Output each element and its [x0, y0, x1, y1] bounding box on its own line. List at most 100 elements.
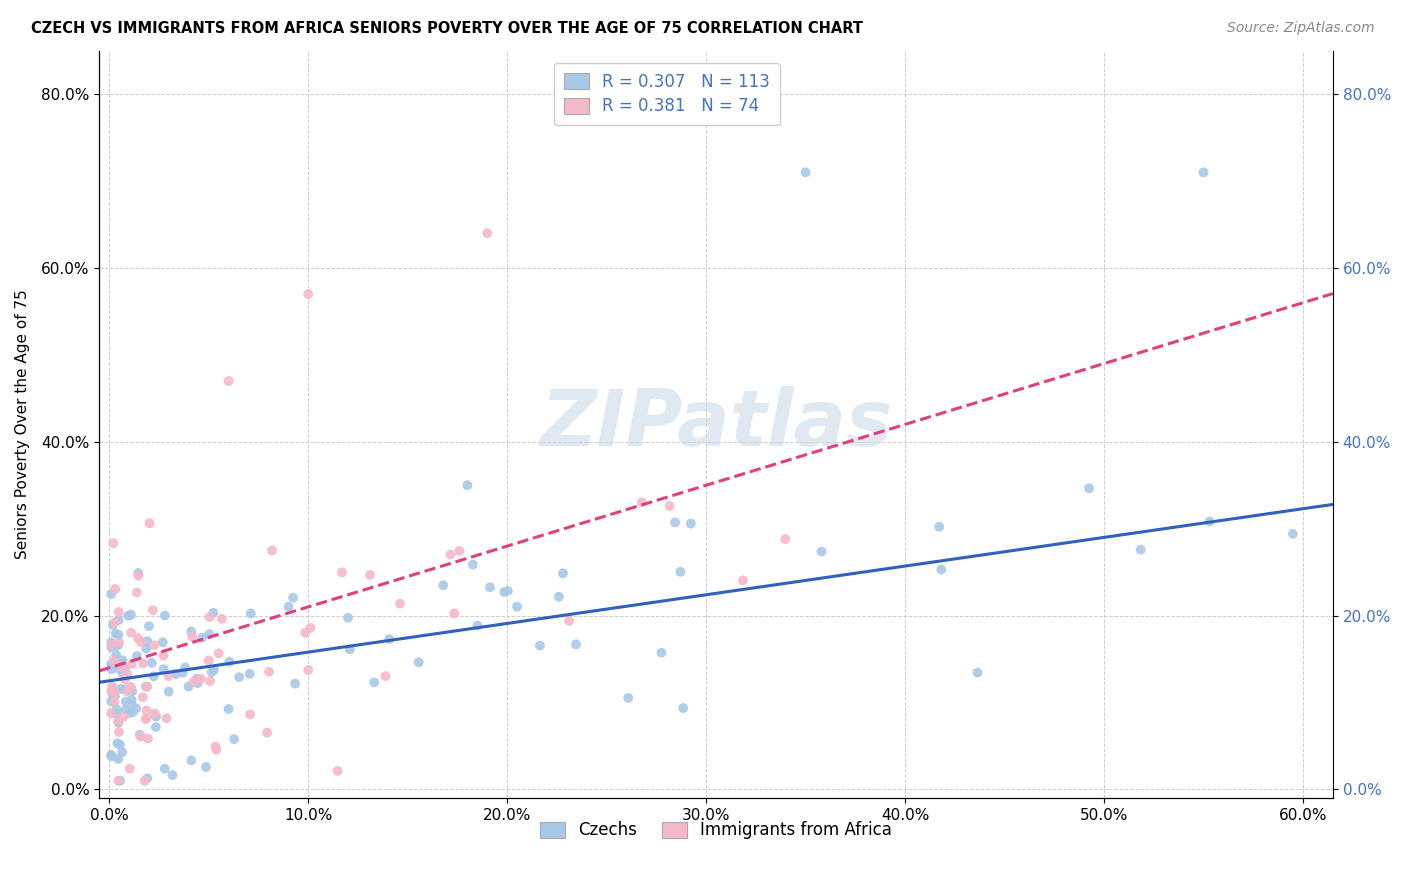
Point: [120, 607, 142, 622]
Point: [122, 705, 145, 719]
Text: CZECH VS IMMIGRANTS FROM AFRICA SENIORS POVERTY OVER THE AGE OF 75 CORRELATION C: CZECH VS IMMIGRANTS FROM AFRICA SENIORS …: [31, 21, 863, 36]
Point: [100, 684, 122, 698]
Point: [775, 532, 797, 546]
Point: [388, 597, 411, 611]
Point: [257, 665, 280, 679]
Point: [211, 612, 233, 626]
Point: [141, 656, 163, 670]
Point: [1281, 526, 1303, 541]
Point: [202, 606, 225, 620]
Point: [630, 495, 652, 509]
Point: [100, 657, 122, 672]
Point: [110, 681, 132, 696]
Point: [143, 638, 166, 652]
Point: [363, 675, 385, 690]
Point: [277, 599, 299, 614]
Point: [105, 648, 128, 662]
Point: [145, 720, 167, 734]
Point: [118, 706, 141, 720]
Point: [138, 619, 160, 633]
Point: [103, 536, 125, 550]
Point: [117, 667, 139, 681]
Point: [135, 641, 157, 656]
Point: [121, 693, 143, 707]
Point: [132, 657, 155, 671]
Point: [664, 516, 686, 530]
Point: [617, 691, 640, 706]
Point: [136, 680, 159, 694]
Point: [134, 773, 156, 788]
Point: [330, 566, 353, 580]
Point: [100, 638, 122, 652]
Point: [129, 635, 152, 649]
Point: [408, 655, 430, 669]
Point: [121, 657, 143, 671]
Point: [239, 666, 262, 681]
Point: [201, 665, 224, 679]
Point: [104, 690, 127, 704]
Point: [228, 670, 250, 684]
Point: [669, 565, 692, 579]
Legend: Czechs, Immigrants from Africa: Czechs, Immigrants from Africa: [533, 814, 898, 846]
Point: [339, 642, 361, 657]
Point: [107, 714, 129, 728]
Point: [110, 773, 132, 788]
Point: [135, 703, 157, 717]
Point: [112, 710, 135, 724]
Point: [224, 732, 246, 747]
Point: [506, 599, 529, 614]
Point: [157, 684, 180, 698]
Point: [183, 674, 205, 689]
Point: [120, 680, 142, 694]
Point: [731, 574, 754, 588]
Point: [443, 607, 465, 621]
Point: [135, 711, 157, 725]
Y-axis label: Seniors Poverty Over the Age of 75: Seniors Poverty Over the Age of 75: [15, 290, 30, 559]
Point: [107, 605, 129, 619]
Point: [162, 768, 184, 782]
Point: [153, 762, 176, 776]
Point: [100, 706, 122, 721]
Point: [551, 566, 574, 581]
Point: [136, 731, 159, 746]
Point: [658, 499, 681, 513]
Point: [120, 625, 142, 640]
Point: [337, 611, 360, 625]
Point: [135, 712, 157, 726]
Point: [449, 544, 471, 558]
Point: [494, 585, 516, 599]
Point: [143, 706, 166, 721]
Point: [108, 725, 131, 739]
Point: [107, 752, 129, 766]
Text: ZIPatlas: ZIPatlas: [540, 386, 893, 462]
Point: [152, 648, 174, 663]
Point: [157, 669, 180, 683]
Point: [100, 749, 122, 764]
Point: [104, 582, 127, 596]
Point: [191, 631, 214, 645]
Point: [218, 655, 240, 669]
Point: [111, 745, 134, 759]
Point: [125, 649, 148, 664]
Point: [177, 680, 200, 694]
Point: [198, 610, 221, 624]
Point: [478, 580, 501, 594]
Point: [650, 646, 672, 660]
Point: [294, 625, 316, 640]
Point: [117, 608, 139, 623]
Point: [114, 661, 136, 675]
Point: [105, 706, 128, 721]
Point: [135, 680, 157, 694]
Point: [180, 753, 202, 767]
Point: [142, 669, 165, 683]
Point: [136, 772, 159, 786]
Text: Source: ZipAtlas.com: Source: ZipAtlas.com: [1227, 21, 1375, 35]
Point: [104, 626, 127, 640]
Point: [432, 578, 454, 592]
Point: [548, 590, 571, 604]
Point: [108, 635, 131, 649]
Point: [284, 676, 307, 690]
Point: [100, 662, 122, 676]
Point: [239, 607, 262, 621]
Point: [359, 568, 381, 582]
